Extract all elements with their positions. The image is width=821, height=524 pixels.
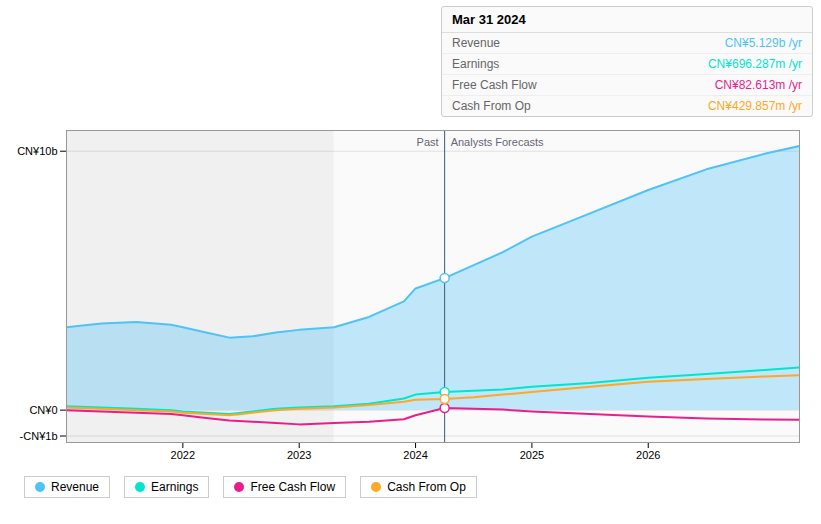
- svg-text:Analysts Forecasts: Analysts Forecasts: [451, 136, 544, 148]
- svg-text:2026: 2026: [636, 449, 660, 461]
- html-text:CN¥696.287m /yr: CN¥696.287m /yr: [708, 57, 802, 71]
- html-text:CN¥82.613m /yr: CN¥82.613m /yr: [714, 78, 802, 92]
- html-text:Free Cash Flow: Free Cash Flow: [452, 78, 537, 92]
- svg-text:2025: 2025: [520, 449, 544, 461]
- svg-text:2024: 2024: [403, 449, 427, 461]
- svg-text:CN¥0: CN¥0: [29, 404, 57, 416]
- html-text:Free Cash Flow: Free Cash Flow: [250, 480, 336, 494]
- svg-text:CN¥10b: CN¥10b: [17, 145, 57, 157]
- html-text:Cash From Op: Cash From Op: [452, 99, 531, 113]
- svg-text:2023: 2023: [287, 449, 311, 461]
- html-text:Earnings: Earnings: [452, 57, 500, 71]
- html-text:Earnings: Earnings: [151, 480, 199, 494]
- html-text:Revenue: Revenue: [51, 480, 99, 494]
- html-text:Revenue: Revenue: [452, 36, 500, 50]
- html-text:Cash From Op: Cash From Op: [387, 480, 466, 494]
- svg-text:2022: 2022: [171, 449, 195, 461]
- html-text:CN¥5.129b /yr: CN¥5.129b /yr: [724, 36, 802, 50]
- svg-text:-CN¥1b: -CN¥1b: [20, 430, 58, 442]
- html-text:Mar 31 2024: Mar 31 2024: [452, 12, 526, 27]
- html-text:CN¥429.857m /yr: CN¥429.857m /yr: [708, 99, 802, 113]
- svg-text:Past: Past: [417, 136, 439, 148]
